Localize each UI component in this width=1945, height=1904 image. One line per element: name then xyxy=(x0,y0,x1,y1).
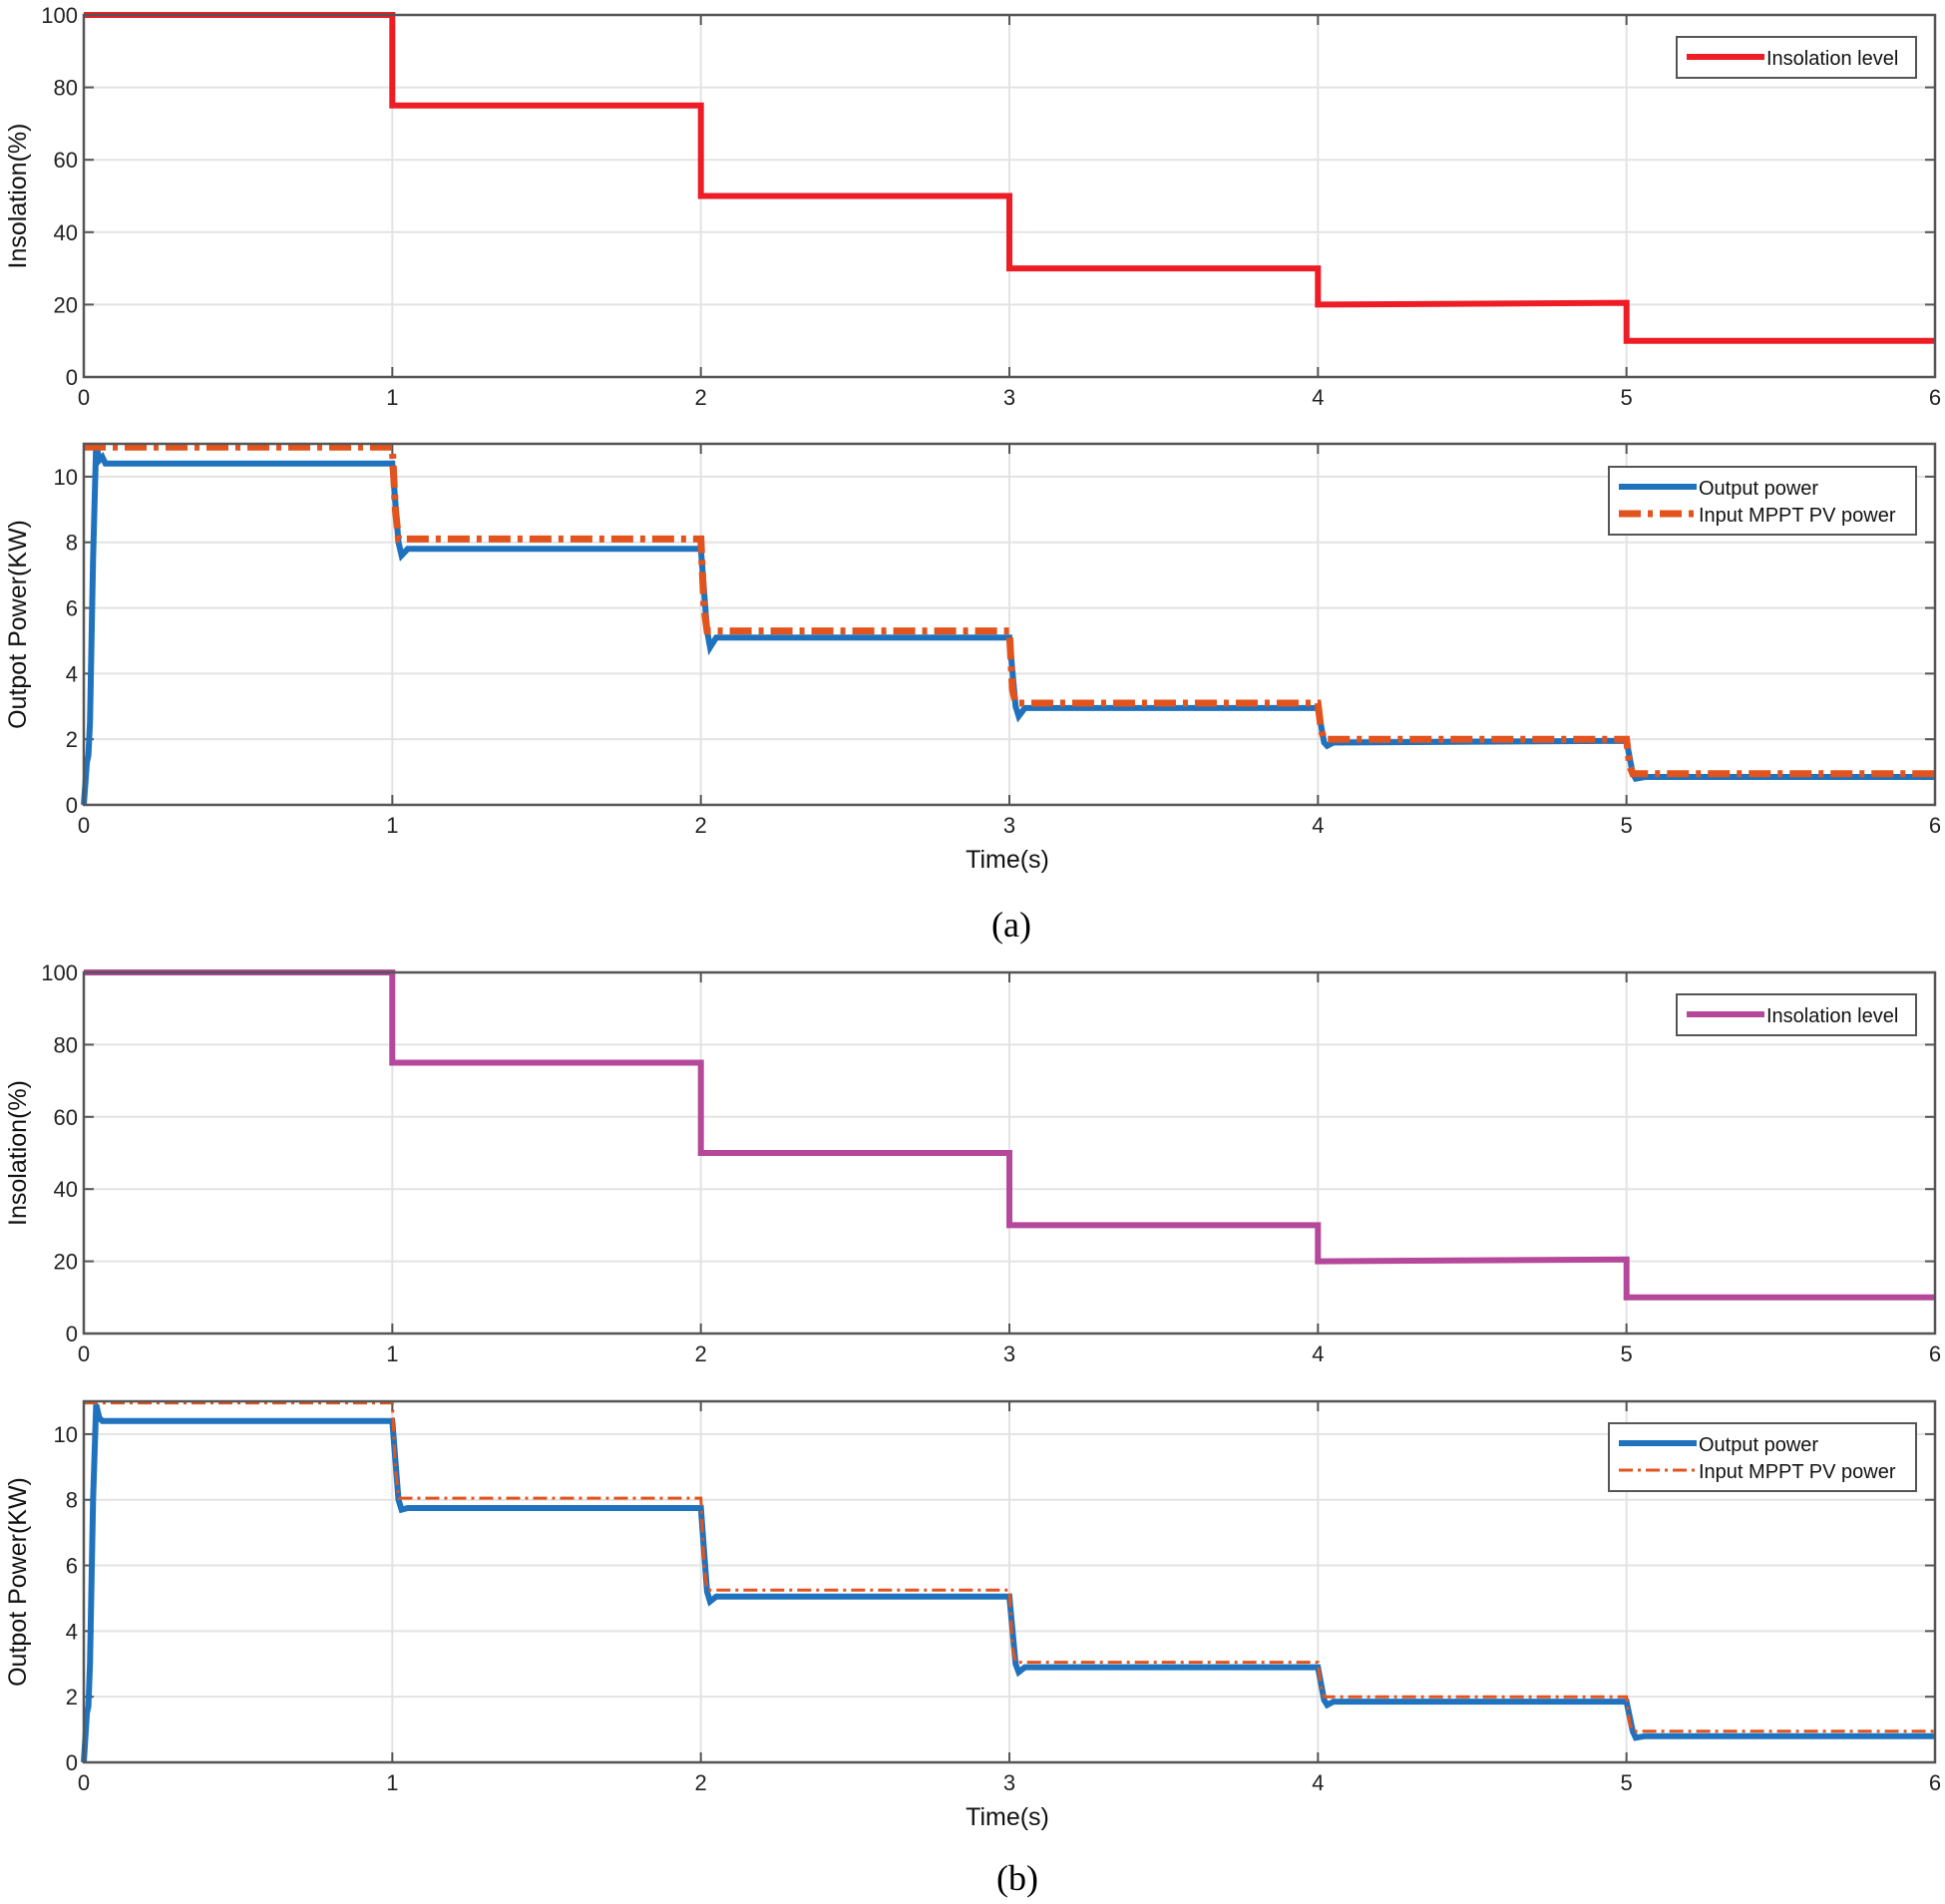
y-tick-label: 8 xyxy=(66,1488,78,1513)
series-line-insolation-level xyxy=(84,969,1935,1301)
x-tick-label: 2 xyxy=(695,385,707,410)
legend-label: Input MPPT PV power xyxy=(1699,505,1896,527)
x-tick-label: 3 xyxy=(1003,1770,1015,1795)
y-tick-label: 0 xyxy=(66,1322,78,1346)
x-tick-label: 0 xyxy=(78,813,90,838)
series-line-output-power xyxy=(81,1403,1935,1763)
x-tick-label: 3 xyxy=(1003,813,1015,838)
y-tick-label: 60 xyxy=(54,1105,78,1130)
x-tick-label: 4 xyxy=(1312,813,1324,838)
y-tick-label: 20 xyxy=(54,292,78,317)
axes-frame xyxy=(82,442,1937,807)
x-tick-label: 2 xyxy=(695,813,707,838)
series-line-insolation-level xyxy=(84,12,1935,344)
y-tick-label: 4 xyxy=(66,1619,78,1644)
y-tick-label: 100 xyxy=(41,3,78,28)
y-tick-label: 10 xyxy=(54,1422,78,1447)
chart-a-power: 0 1 2 3 4 5 6 0 2 4 6 8 10 Outpot Power(KW) Time(s) Out… xyxy=(4,442,1941,874)
x-tick-label: 1 xyxy=(386,813,398,838)
x-tick-label: 2 xyxy=(695,1770,707,1795)
x-tick-label: 6 xyxy=(1929,1770,1941,1795)
x-tick-label: 6 xyxy=(1929,1341,1941,1366)
x-tick-label: 4 xyxy=(1312,385,1324,410)
axes-frame xyxy=(82,13,1937,379)
x-tick-label: 3 xyxy=(1003,1341,1015,1366)
x-tick-label: 0 xyxy=(78,1341,90,1366)
x-tick-label: 5 xyxy=(1621,813,1633,838)
caption-a: (a) xyxy=(991,905,1031,945)
legend-box xyxy=(1608,1422,1917,1492)
x-axis-label: Time(s) xyxy=(966,1803,1049,1831)
x-tick-label: 0 xyxy=(78,385,90,410)
chart-b-insolation: 0 1 2 3 4 5 6020406080100Insolation(%)Insolati… xyxy=(4,960,1941,1366)
y-tick-label: 6 xyxy=(66,596,78,621)
x-tick-label: 1 xyxy=(386,1341,398,1366)
x-axis-label: Time(s) xyxy=(966,846,1049,874)
x-tick-label: 0 xyxy=(78,1770,90,1795)
y-tick-label: 80 xyxy=(54,1032,78,1057)
legend-label: Output power xyxy=(1699,478,1818,500)
y-tick-label: 0 xyxy=(66,793,78,818)
y-tick-label: 80 xyxy=(54,76,78,101)
y-tick-label: 20 xyxy=(54,1250,78,1275)
y-tick-label: 8 xyxy=(66,531,78,556)
y-tick-label: 2 xyxy=(66,1685,78,1710)
y-tick-label: 6 xyxy=(66,1554,78,1579)
x-tick-label: 3 xyxy=(1003,385,1015,410)
axes-frame xyxy=(82,1399,1937,1764)
x-tick-label: 5 xyxy=(1621,1770,1633,1795)
y-tick-label: 40 xyxy=(54,1177,78,1202)
y-axis-label: Insolation(%) xyxy=(4,124,32,269)
y-axis-label: Outpot Power(KW) xyxy=(4,1477,32,1687)
y-tick-label: 0 xyxy=(66,365,78,390)
x-tick-label: 5 xyxy=(1621,1341,1633,1366)
caption-b: (b) xyxy=(996,1858,1038,1898)
x-tick-label: 1 xyxy=(386,385,398,410)
legend-label: Insolation level xyxy=(1766,1005,1898,1027)
legend-box xyxy=(1608,466,1917,536)
x-tick-label: 5 xyxy=(1621,385,1633,410)
x-tick-label: 2 xyxy=(695,1341,707,1366)
x-tick-label: 6 xyxy=(1929,813,1941,838)
x-tick-label: 6 xyxy=(1929,385,1941,410)
series-line-input-mppt-pv-power xyxy=(84,443,1935,778)
y-tick-label: 2 xyxy=(66,727,78,752)
chart-b-power: 0 1 2 3 4 5 6 0 2 4 6 8 10 Outpot Power(KW) Time(s) Out… xyxy=(4,1399,1941,1831)
legend-label: Output power xyxy=(1699,1434,1818,1456)
legend-label: Input MPPT PV power xyxy=(1699,1461,1896,1483)
y-axis-label: Insolation(%) xyxy=(4,1080,32,1226)
x-tick-label: 1 xyxy=(386,1770,398,1795)
y-tick-label: 4 xyxy=(66,661,78,686)
y-tick-label: 0 xyxy=(66,1750,78,1775)
y-tick-label: 40 xyxy=(54,220,78,245)
y-axis-label: Outpot Power(KW) xyxy=(4,520,32,729)
y-tick-label: 100 xyxy=(41,960,78,985)
x-tick-label: 4 xyxy=(1312,1341,1324,1366)
y-tick-label: 10 xyxy=(54,465,78,490)
chart-a-insolation: 0 1 2 3 4 5 6020406080100Insolation(%)Insolati… xyxy=(4,3,1941,410)
series-line-input-mppt-pv-power xyxy=(84,1401,1935,1733)
y-tick-label: 60 xyxy=(54,148,78,173)
axes-frame xyxy=(82,970,1937,1335)
x-tick-label: 4 xyxy=(1312,1770,1324,1795)
legend-label: Insolation level xyxy=(1766,48,1898,70)
